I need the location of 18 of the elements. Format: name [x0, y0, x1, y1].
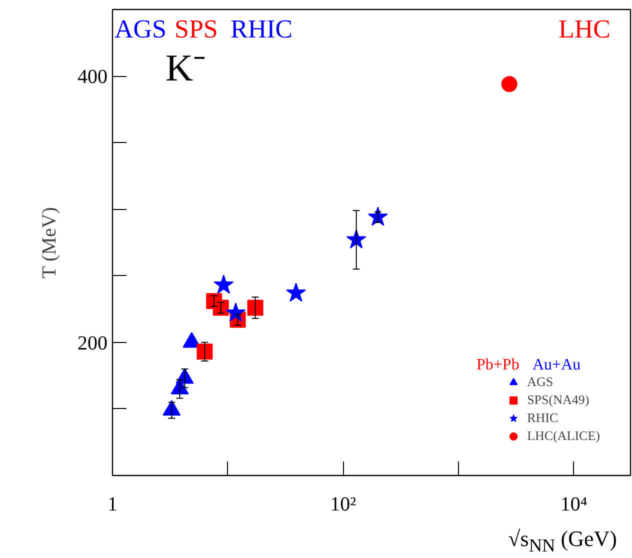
- legend-label: AGS: [527, 373, 554, 391]
- x-tick-label: 10⁴: [560, 494, 588, 516]
- x-axis-title: √s$_{NN}$ (GeV): [508, 525, 617, 558]
- annotation: RHIC: [230, 14, 293, 44]
- annotation: AGS: [114, 14, 167, 44]
- annotation: SPS: [174, 14, 218, 44]
- legend-label: LHC(ALICE): [527, 427, 600, 445]
- y-tick-label: 400: [78, 66, 108, 88]
- x-tick-label: 1: [108, 494, 118, 516]
- annotation: Au+Au: [532, 356, 581, 374]
- x-tick-label: 10²: [330, 494, 356, 516]
- annotation: Pb+Pb: [476, 356, 520, 374]
- annotation: K⁻: [166, 48, 206, 90]
- y-axis-title: T (MeV): [38, 207, 60, 278]
- legend-label: RHIC: [527, 409, 558, 427]
- legend-label: SPS(NA49): [527, 391, 590, 409]
- y-tick-label: 200: [78, 332, 108, 354]
- annotation: LHC: [558, 14, 610, 44]
